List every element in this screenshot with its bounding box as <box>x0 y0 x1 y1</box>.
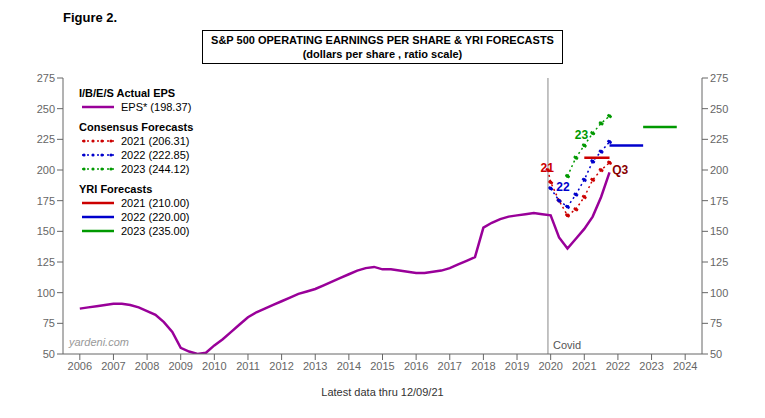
html-text:EPS* (198.37): EPS* (198.37) <box>121 101 192 113</box>
html-text:Consensus Forecasts: Consensus Forecasts <box>79 121 194 133</box>
html-text:2023 (244.12): 2023 (244.12) <box>121 163 190 175</box>
svg-text:2019: 2019 <box>505 360 529 372</box>
svg-text:2013: 2013 <box>303 360 327 372</box>
html-text:yardeni.com: yardeni.com <box>69 336 129 348</box>
html-text:YRI Forecasts: YRI Forecasts <box>79 183 153 195</box>
svg-text:2009: 2009 <box>168 360 192 372</box>
svg-text:2018: 2018 <box>471 360 495 372</box>
svg-text:125: 125 <box>37 256 55 268</box>
html-text:2022 (220.00): 2022 (220.00) <box>121 211 190 223</box>
svg-text:250: 250 <box>37 103 55 115</box>
svg-text:23: 23 <box>575 128 589 142</box>
svg-text:2006: 2006 <box>68 360 92 372</box>
svg-text:2023: 2023 <box>639 360 663 372</box>
svg-text:Q3: Q3 <box>612 163 628 177</box>
html-text:2021 (210.00): 2021 (210.00) <box>121 197 190 209</box>
svg-text:21: 21 <box>541 161 555 175</box>
svg-text:2014: 2014 <box>337 360 361 372</box>
svg-text:100: 100 <box>710 287 728 299</box>
html-text:2023 (235.00): 2023 (235.00) <box>121 225 190 237</box>
svg-text:175: 175 <box>37 195 55 207</box>
svg-text:275: 275 <box>710 72 728 84</box>
html-text:(dollars per share , ratio sca: (dollars per share , ratio scale) <box>302 48 463 60</box>
html-text:I/B/E/S Actual EPS: I/B/E/S Actual EPS <box>79 87 176 99</box>
svg-text:200: 200 <box>710 164 728 176</box>
svg-text:2011: 2011 <box>236 360 260 372</box>
svg-text:22: 22 <box>556 180 570 194</box>
html-text:2022 (222.85): 2022 (222.85) <box>121 149 190 161</box>
svg-text:2010: 2010 <box>202 360 226 372</box>
svg-text:100: 100 <box>37 287 55 299</box>
svg-text:50: 50 <box>43 348 55 360</box>
svg-text:2015: 2015 <box>370 360 394 372</box>
svg-text:150: 150 <box>37 225 55 237</box>
svg-text:Latest data thru 12/09/21: Latest data thru 12/09/21 <box>321 386 443 398</box>
svg-text:150: 150 <box>710 225 728 237</box>
svg-text:275: 275 <box>37 72 55 84</box>
html-text:S&P 500 OPERATING EARNINGS PER: S&P 500 OPERATING EARNINGS PER SHARE & Y… <box>211 34 554 46</box>
svg-text:200: 200 <box>37 164 55 176</box>
svg-text:75: 75 <box>710 317 722 329</box>
svg-text:2008: 2008 <box>135 360 159 372</box>
svg-text:Covid: Covid <box>553 339 581 351</box>
svg-text:225: 225 <box>710 133 728 145</box>
svg-text:225: 225 <box>37 133 55 145</box>
svg-text:250: 250 <box>710 103 728 115</box>
svg-text:2007: 2007 <box>101 360 125 372</box>
svg-text:125: 125 <box>710 256 728 268</box>
svg-text:2020: 2020 <box>538 360 562 372</box>
svg-text:2012: 2012 <box>269 360 293 372</box>
svg-text:50: 50 <box>710 348 722 360</box>
svg-text:2017: 2017 <box>438 360 462 372</box>
svg-text:2024: 2024 <box>673 360 697 372</box>
svg-text:2021: 2021 <box>572 360 596 372</box>
html-text:Figure 2.: Figure 2. <box>63 10 118 25</box>
svg-text:175: 175 <box>710 195 728 207</box>
svg-text:2022: 2022 <box>606 360 630 372</box>
svg-text:75: 75 <box>43 317 55 329</box>
svg-text:2016: 2016 <box>404 360 428 372</box>
html-text:2021 (206.31): 2021 (206.31) <box>121 135 190 147</box>
